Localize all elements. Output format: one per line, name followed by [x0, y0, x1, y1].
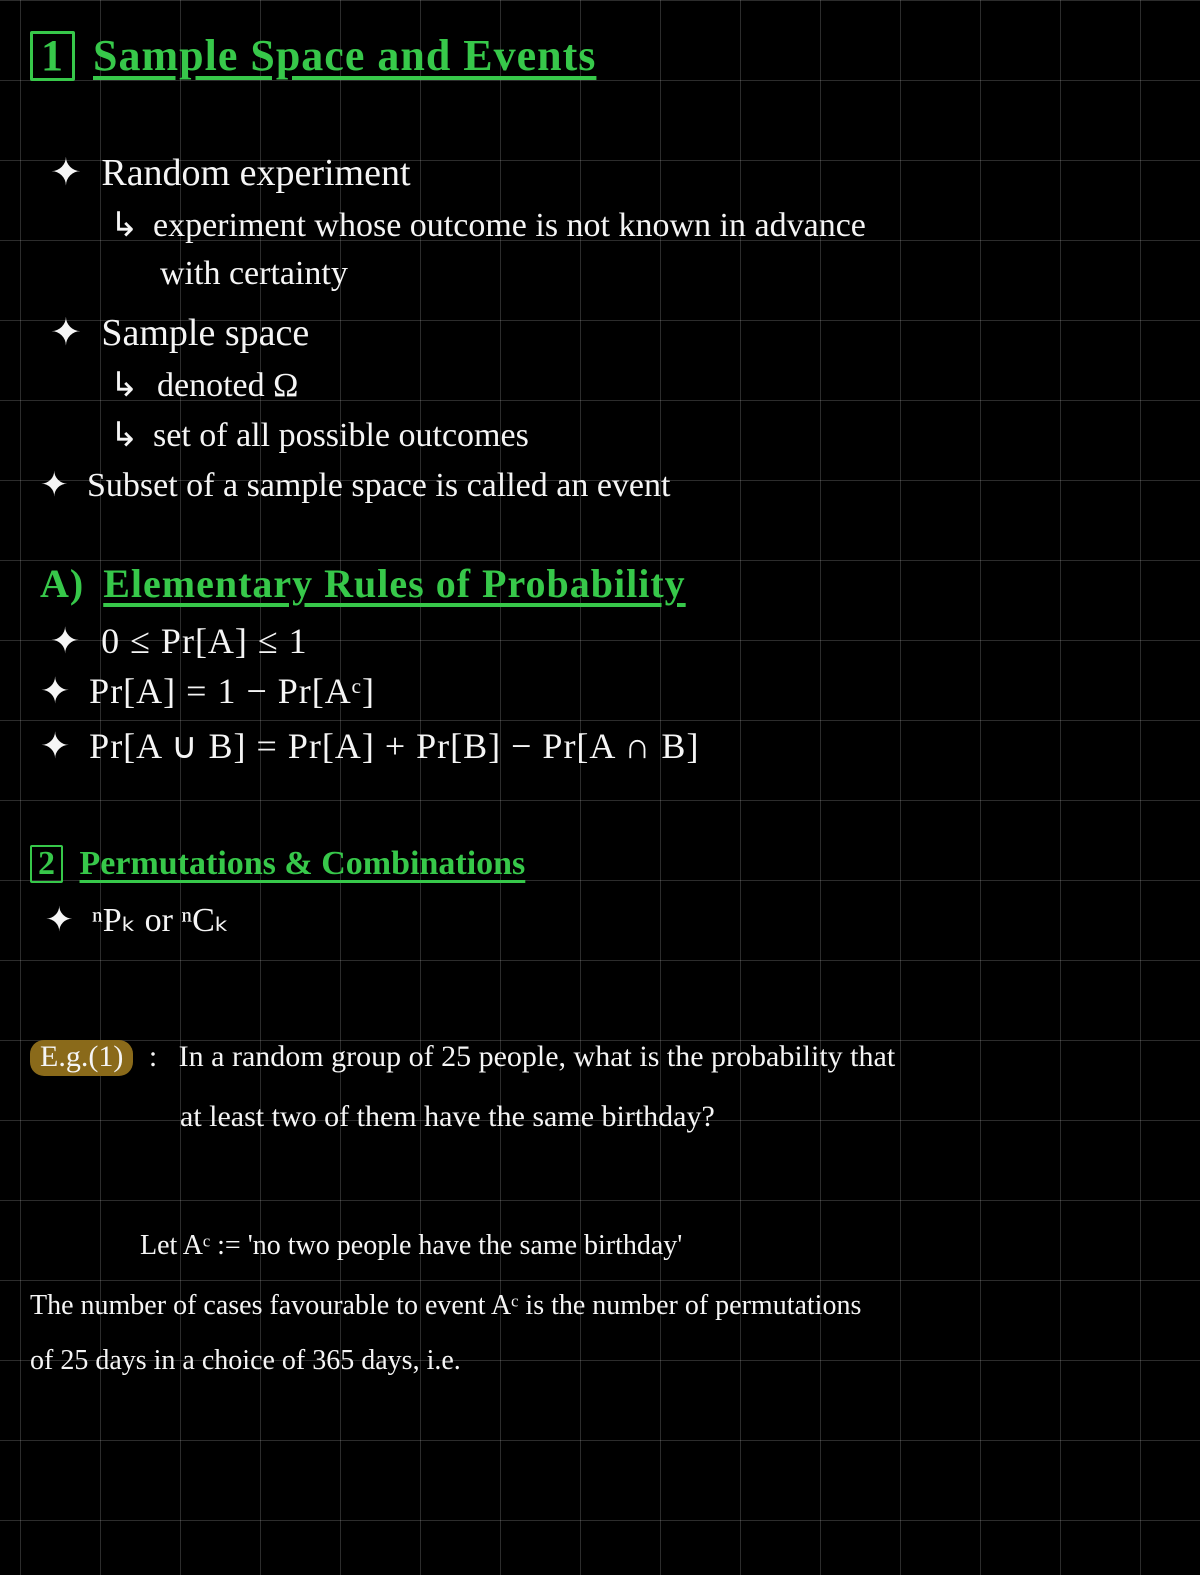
- example-l2: The number of cases favourable to event …: [30, 1290, 861, 1322]
- rule-2: ✦ Pr[A] = 1 − Pr[Aᶜ]: [40, 670, 375, 712]
- example-l3: of 25 days in a choice of 365 days, i.e.: [30, 1345, 461, 1377]
- perm-line: ✦ ⁿPₖ or ⁿCₖ: [45, 900, 229, 940]
- bullet-sample-sub2: ↳ set of all possible outcomes: [110, 415, 529, 455]
- section-a-title: Elementary Rules of Probability: [103, 561, 685, 606]
- star-icon: ✦: [50, 152, 82, 194]
- arrow-icon: ↳: [110, 367, 139, 404]
- star-icon: ✦: [40, 671, 71, 711]
- sub-text: experiment whose outcome is not known in…: [153, 207, 866, 244]
- bullet-random-sub1: ↳ experiment whose outcome is not known …: [110, 205, 866, 245]
- rule-3: ✦ Pr[A ∪ B] = Pr[A] + Pr[B] − Pr[A ∩ B]: [40, 725, 699, 767]
- section-1-heading: 1 Sample Space and Events: [30, 30, 596, 81]
- section-2-number: 2: [30, 845, 63, 883]
- sub-text: with certainty: [160, 255, 348, 292]
- star-icon: ✦: [40, 467, 69, 504]
- bullet-sample-sub1: ↳ denoted Ω: [110, 365, 298, 405]
- bullet-text: Random experiment: [101, 152, 410, 194]
- star-icon: ✦: [50, 312, 82, 354]
- bullet-text: Sample space: [101, 312, 309, 354]
- bullet-random-experiment: ✦ Random experiment: [50, 150, 411, 195]
- colon: :: [149, 1040, 157, 1073]
- example-let: Let Aᶜ := 'no two people have the same b…: [140, 1230, 682, 1262]
- star-icon: ✦: [50, 621, 81, 661]
- bullet-text: Subset of a sample space is called an ev…: [87, 467, 670, 504]
- example-q2: at least two of them have the same birth…: [180, 1100, 715, 1134]
- sub-text: set of all possible outcomes: [153, 417, 529, 454]
- section-2-title: Permutations & Combinations: [80, 845, 526, 882]
- section-1-title: Sample Space and Events: [93, 31, 596, 80]
- section-a-heading: A) Elementary Rules of Probability: [40, 560, 686, 607]
- bullet-sample-space: ✦ Sample space: [50, 310, 309, 355]
- section-1-number: 1: [30, 31, 75, 81]
- star-icon: ✦: [45, 902, 74, 939]
- section-2-heading: 2 Permutations & Combinations: [30, 845, 525, 883]
- example-heading: E.g.(1) : In a random group of 25 people…: [30, 1040, 895, 1076]
- bullet-event: ✦ Subset of a sample space is called an …: [40, 465, 670, 505]
- perm-text: ⁿPₖ or ⁿCₖ: [92, 902, 229, 939]
- bullet-random-sub2: with certainty: [160, 255, 348, 293]
- star-icon: ✦: [40, 726, 71, 766]
- section-a-label: A): [40, 561, 84, 606]
- rule-1: ✦ 0 ≤ Pr[A] ≤ 1: [50, 620, 308, 662]
- example-q1: In a random group of 25 people, what is …: [179, 1040, 896, 1073]
- example-label: E.g.(1): [30, 1040, 133, 1076]
- rule-2-text: Pr[A] = 1 − Pr[Aᶜ]: [89, 671, 375, 711]
- notes-page: 1 Sample Space and Events ✦ Random exper…: [0, 0, 1200, 1575]
- rule-1-text: 0 ≤ Pr[A] ≤ 1: [101, 621, 308, 661]
- arrow-icon: ↳: [110, 417, 139, 454]
- rule-3-text: Pr[A ∪ B] = Pr[A] + Pr[B] − Pr[A ∩ B]: [89, 726, 699, 766]
- arrow-icon: ↳: [110, 207, 139, 244]
- sub-text: denoted Ω: [157, 367, 298, 404]
